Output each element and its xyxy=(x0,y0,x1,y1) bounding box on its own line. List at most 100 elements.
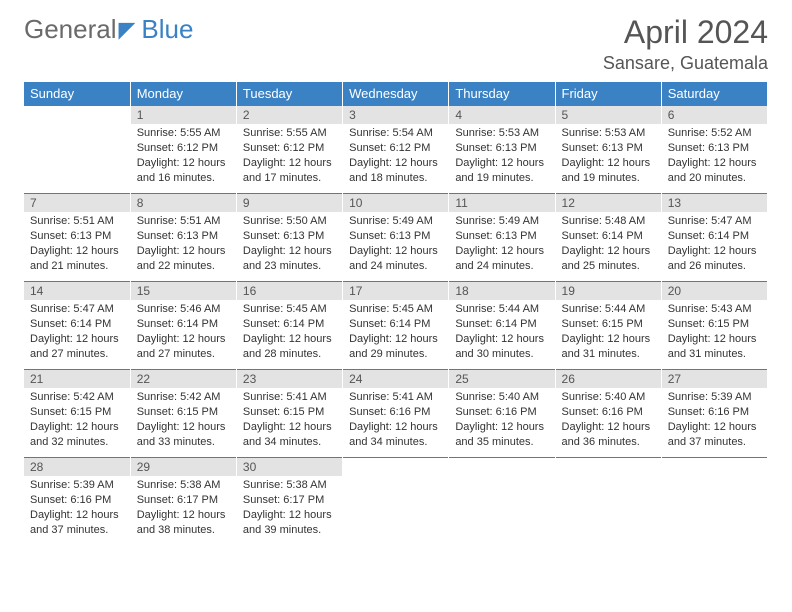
daylight-line: and 34 minutes. xyxy=(243,435,336,450)
day-number: 22 xyxy=(131,370,236,388)
sunrise-line: Sunrise: 5:46 AM xyxy=(137,302,230,317)
day-content: Sunrise: 5:42 AMSunset: 6:15 PMDaylight:… xyxy=(24,388,130,453)
daylight-line: and 19 minutes. xyxy=(455,171,548,186)
daylight-line: Daylight: 12 hours xyxy=(243,420,336,435)
daylight-line: Daylight: 12 hours xyxy=(137,508,230,523)
day-content: Sunrise: 5:44 AMSunset: 6:15 PMDaylight:… xyxy=(556,300,661,365)
weekday-header: Monday xyxy=(130,82,236,106)
day-number: 29 xyxy=(131,458,236,476)
day-content: Sunrise: 5:49 AMSunset: 6:13 PMDaylight:… xyxy=(449,212,554,277)
calendar-day-cell: 12Sunrise: 5:48 AMSunset: 6:14 PMDayligh… xyxy=(555,194,661,282)
day-content: Sunrise: 5:40 AMSunset: 6:16 PMDaylight:… xyxy=(556,388,661,453)
sunset-line: Sunset: 6:14 PM xyxy=(349,317,442,332)
calendar-day-cell: 7Sunrise: 5:51 AMSunset: 6:13 PMDaylight… xyxy=(24,194,130,282)
sunset-line: Sunset: 6:17 PM xyxy=(243,493,336,508)
day-number: 21 xyxy=(24,370,130,388)
calendar-day-cell: 25Sunrise: 5:40 AMSunset: 6:16 PMDayligh… xyxy=(449,370,555,458)
daylight-line: Daylight: 12 hours xyxy=(668,156,761,171)
title-block: April 2024 Sansare, Guatemala xyxy=(603,14,768,74)
calendar-header: SundayMondayTuesdayWednesdayThursdayFrid… xyxy=(24,82,768,106)
calendar-day-cell: 20Sunrise: 5:43 AMSunset: 6:15 PMDayligh… xyxy=(661,282,767,370)
day-number: 4 xyxy=(449,106,554,124)
calendar-day-cell: 19Sunrise: 5:44 AMSunset: 6:15 PMDayligh… xyxy=(555,282,661,370)
day-number: 15 xyxy=(131,282,236,300)
day-content: Sunrise: 5:47 AMSunset: 6:14 PMDaylight:… xyxy=(662,212,767,277)
day-number: 27 xyxy=(662,370,767,388)
sunrise-line: Sunrise: 5:44 AM xyxy=(562,302,655,317)
day-content: Sunrise: 5:53 AMSunset: 6:13 PMDaylight:… xyxy=(449,124,554,189)
sunset-line: Sunset: 6:16 PM xyxy=(30,493,124,508)
daylight-line: and 37 minutes. xyxy=(668,435,761,450)
daylight-line: Daylight: 12 hours xyxy=(243,156,336,171)
daylight-line: and 31 minutes. xyxy=(562,347,655,362)
daylight-line: Daylight: 12 hours xyxy=(243,332,336,347)
day-content: Sunrise: 5:54 AMSunset: 6:12 PMDaylight:… xyxy=(343,124,448,189)
calendar-day-cell: 27Sunrise: 5:39 AMSunset: 6:16 PMDayligh… xyxy=(661,370,767,458)
calendar-week-row: 21Sunrise: 5:42 AMSunset: 6:15 PMDayligh… xyxy=(24,370,768,458)
sunrise-line: Sunrise: 5:41 AM xyxy=(349,390,442,405)
sunrise-line: Sunrise: 5:47 AM xyxy=(668,214,761,229)
day-content: Sunrise: 5:53 AMSunset: 6:13 PMDaylight:… xyxy=(556,124,661,189)
calendar-week-row: 7Sunrise: 5:51 AMSunset: 6:13 PMDaylight… xyxy=(24,194,768,282)
sunset-line: Sunset: 6:12 PM xyxy=(243,141,336,156)
day-content: Sunrise: 5:50 AMSunset: 6:13 PMDaylight:… xyxy=(237,212,342,277)
day-number: 3 xyxy=(343,106,448,124)
day-number: 5 xyxy=(556,106,661,124)
daylight-line: and 23 minutes. xyxy=(243,259,336,274)
sunset-line: Sunset: 6:12 PM xyxy=(349,141,442,156)
daylight-line: and 34 minutes. xyxy=(349,435,442,450)
sunset-line: Sunset: 6:16 PM xyxy=(455,405,548,420)
daylight-line: and 39 minutes. xyxy=(243,523,336,538)
sunset-line: Sunset: 6:13 PM xyxy=(455,141,548,156)
day-content: Sunrise: 5:55 AMSunset: 6:12 PMDaylight:… xyxy=(131,124,236,189)
weekday-header: Saturday xyxy=(661,82,767,106)
day-number: 12 xyxy=(556,194,661,212)
sunrise-line: Sunrise: 5:51 AM xyxy=(30,214,124,229)
day-number: 14 xyxy=(24,282,130,300)
daylight-line: Daylight: 12 hours xyxy=(137,156,230,171)
sunset-line: Sunset: 6:15 PM xyxy=(562,317,655,332)
day-content: Sunrise: 5:42 AMSunset: 6:15 PMDaylight:… xyxy=(131,388,236,453)
daylight-line: Daylight: 12 hours xyxy=(30,420,124,435)
day-content: Sunrise: 5:45 AMSunset: 6:14 PMDaylight:… xyxy=(237,300,342,365)
day-number: 16 xyxy=(237,282,342,300)
logo-triangle-icon: ◤ xyxy=(119,17,136,43)
daylight-line: and 22 minutes. xyxy=(137,259,230,274)
calendar-day-cell xyxy=(555,458,661,546)
weekday-header: Friday xyxy=(555,82,661,106)
calendar-day-cell: 1Sunrise: 5:55 AMSunset: 6:12 PMDaylight… xyxy=(130,106,236,194)
sunset-line: Sunset: 6:13 PM xyxy=(668,141,761,156)
daylight-line: and 37 minutes. xyxy=(30,523,124,538)
sunrise-line: Sunrise: 5:42 AM xyxy=(137,390,230,405)
day-number: 23 xyxy=(237,370,342,388)
daylight-line: and 35 minutes. xyxy=(455,435,548,450)
sunset-line: Sunset: 6:13 PM xyxy=(455,229,548,244)
day-number: 10 xyxy=(343,194,448,212)
day-number: 1 xyxy=(131,106,236,124)
daylight-line: and 18 minutes. xyxy=(349,171,442,186)
day-content: Sunrise: 5:39 AMSunset: 6:16 PMDaylight:… xyxy=(24,476,130,541)
daylight-line: Daylight: 12 hours xyxy=(137,244,230,259)
sunset-line: Sunset: 6:14 PM xyxy=(30,317,124,332)
daylight-line: and 26 minutes. xyxy=(668,259,761,274)
calendar-day-cell: 13Sunrise: 5:47 AMSunset: 6:14 PMDayligh… xyxy=(661,194,767,282)
daylight-line: Daylight: 12 hours xyxy=(349,332,442,347)
sunset-line: Sunset: 6:17 PM xyxy=(137,493,230,508)
sunset-line: Sunset: 6:16 PM xyxy=(562,405,655,420)
sunrise-line: Sunrise: 5:47 AM xyxy=(30,302,124,317)
weekday-header: Thursday xyxy=(449,82,555,106)
sunrise-line: Sunrise: 5:38 AM xyxy=(243,478,336,493)
sunset-line: Sunset: 6:15 PM xyxy=(30,405,124,420)
day-number: 11 xyxy=(449,194,554,212)
sunrise-line: Sunrise: 5:55 AM xyxy=(243,126,336,141)
daylight-line: Daylight: 12 hours xyxy=(562,156,655,171)
calendar-week-row: 28Sunrise: 5:39 AMSunset: 6:16 PMDayligh… xyxy=(24,458,768,546)
calendar-table: SundayMondayTuesdayWednesdayThursdayFrid… xyxy=(24,82,768,546)
calendar-day-cell: 5Sunrise: 5:53 AMSunset: 6:13 PMDaylight… xyxy=(555,106,661,194)
daylight-line: and 28 minutes. xyxy=(243,347,336,362)
sunrise-line: Sunrise: 5:51 AM xyxy=(137,214,230,229)
sunset-line: Sunset: 6:15 PM xyxy=(137,405,230,420)
day-content: Sunrise: 5:45 AMSunset: 6:14 PMDaylight:… xyxy=(343,300,448,365)
calendar-day-cell xyxy=(343,458,449,546)
day-number: 25 xyxy=(449,370,554,388)
